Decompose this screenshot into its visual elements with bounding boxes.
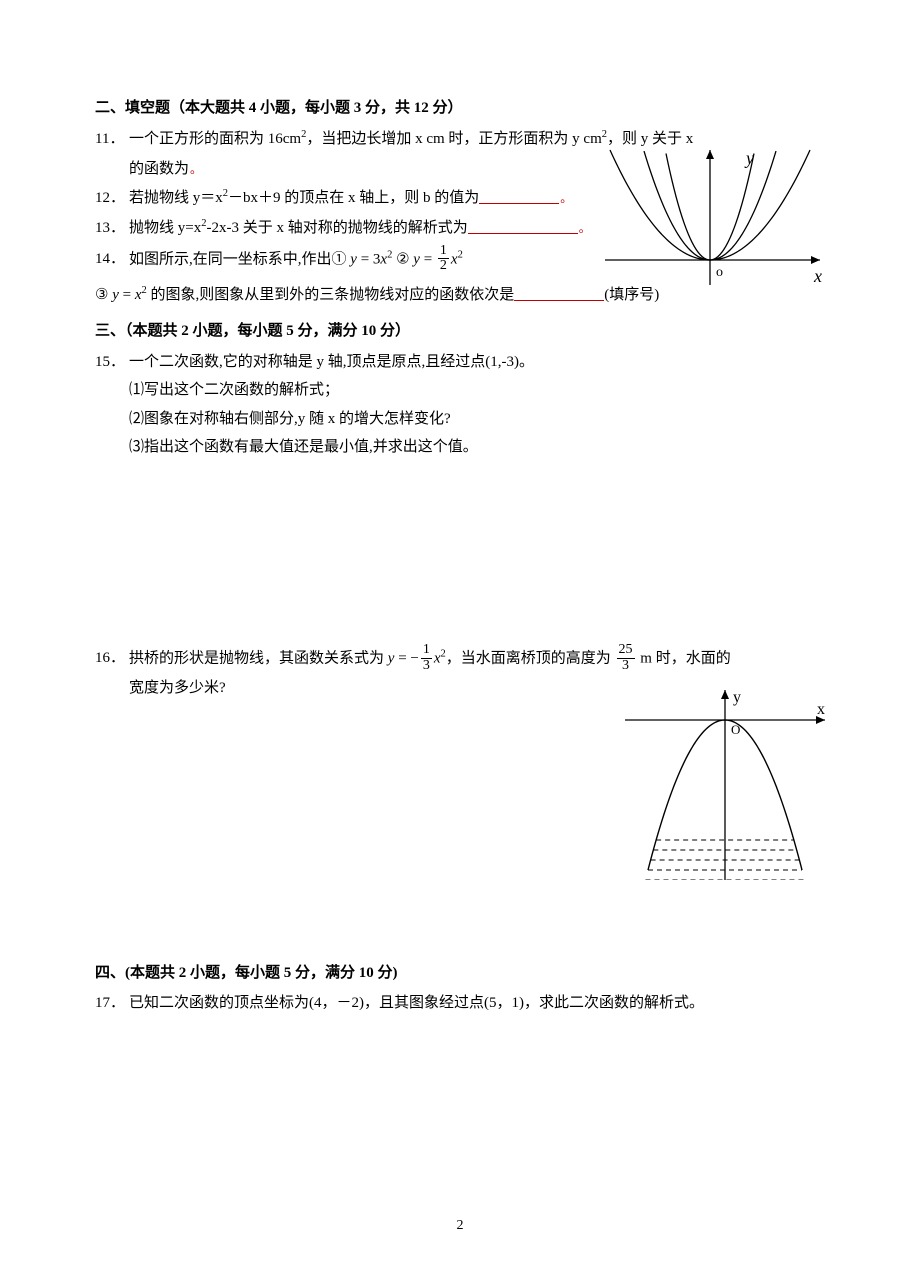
section-4-heading: 四、(本题共 2 小题，每小题 5 分，满分 10 分) xyxy=(95,959,825,988)
section-2-heading: 二、填空题（本大题共 4 小题，每小题 3 分，共 12 分） xyxy=(95,94,825,123)
q16-text-a: 拱桥的形状是抛物线，其函数关系式为 xyxy=(129,651,388,667)
fraction: 12 xyxy=(438,244,449,274)
q14-text-a: 如图所示,在同一坐标系中,作出① xyxy=(129,251,350,267)
q16-text-b: ，当水面离桥顶的高度为 xyxy=(446,651,615,667)
q13-text-b: -2x-3 关于 x 轴对称的抛物线的解析式为 xyxy=(206,220,467,236)
question-body: 一个二次函数,它的对称轴是 y 轴,顶点是原点,且经过点(1,-3)。 ⑴写出这… xyxy=(129,348,825,462)
question-body: 如图所示,在同一坐标系中,作出① y = 3x2 ② y = 12x2 xyxy=(129,245,463,275)
question-body: 若抛物线 y＝x2－bx＋9 的顶点在 x 轴上，则 b 的值为。 xyxy=(129,184,572,213)
q11-line2: 的函数为 xyxy=(129,161,189,177)
denominator: 3 xyxy=(617,658,635,674)
eq: = − xyxy=(394,651,418,667)
eq: = 3 xyxy=(357,251,380,267)
numerator: 1 xyxy=(438,244,449,259)
q12-text-a: 若抛物线 y＝x xyxy=(129,190,223,206)
question-15: 15． 一个二次函数,它的对称轴是 y 轴,顶点是原点,且经过点(1,-3)。 … xyxy=(95,348,825,462)
fill-blank[interactable] xyxy=(468,218,578,234)
svg-text:O: O xyxy=(731,722,740,737)
q13-text-a: 抛物线 y=x xyxy=(129,220,201,236)
question-number: 13． xyxy=(95,214,129,243)
fill-blank[interactable] xyxy=(479,188,559,204)
svg-text:y: y xyxy=(733,689,741,706)
var-x: x xyxy=(451,251,458,267)
q14-line2-a: ③ xyxy=(95,287,112,303)
question-body: 已知二次函数的顶点坐标为(4，－2)，且其图象经过点(5，1)，求此二次函数的解… xyxy=(129,989,825,1018)
var-y: y xyxy=(112,287,119,303)
blank-terminator: 。 xyxy=(560,191,572,205)
svg-text:x: x xyxy=(813,266,822,286)
q14-line2-b: 的图象,则图象从里到外的三条抛物线对应的函数依次是 xyxy=(147,287,515,303)
q15-text: 一个二次函数,它的对称轴是 y 轴,顶点是原点,且经过点(1,-3)。 xyxy=(129,348,825,377)
var-y: y xyxy=(413,251,420,267)
q15-sub3: ⑶指出这个函数有最大值还是最小值,并求出这个值。 xyxy=(129,433,825,462)
question-number: 16． xyxy=(95,644,129,673)
q11-text-b: ，当把边长增加 x cm 时，正方形面积为 y cm xyxy=(306,131,601,147)
squared: 2 xyxy=(458,249,463,260)
figure-parabolas: x y o xyxy=(590,140,840,310)
eq: = xyxy=(119,287,135,303)
var-x: x xyxy=(434,651,441,667)
q12-text-b: －bx＋9 的顶点在 x 轴上，则 b 的值为 xyxy=(228,190,479,206)
fraction: 253 xyxy=(617,643,635,673)
numerator: 1 xyxy=(421,643,432,658)
question-number: 14． xyxy=(95,245,129,274)
question-number: 12． xyxy=(95,184,129,213)
question-number: 15． xyxy=(95,348,129,377)
svg-text:o: o xyxy=(716,265,723,280)
fraction: 13 xyxy=(421,643,432,673)
var-x: x xyxy=(135,287,142,303)
arch-svg: x y O xyxy=(610,680,840,880)
q16-text-c: m 时，水面的 xyxy=(637,651,731,667)
question-17: 17． 已知二次函数的顶点坐标为(4，－2)，且其图象经过点(5，1)，求此二次… xyxy=(95,989,825,1018)
denominator: 2 xyxy=(438,258,449,274)
var-y: y xyxy=(350,251,357,267)
question-body: 抛物线 y=x2-2x-3 关于 x 轴对称的抛物线的解析式为。 xyxy=(129,214,591,243)
page-number: 2 xyxy=(0,1218,920,1234)
q15-sub2: ⑵图象在对称轴右侧部分,y 随 x 的增大怎样变化? xyxy=(129,405,825,434)
figure-arch: x y O xyxy=(610,680,840,880)
workspace-gap xyxy=(95,464,825,644)
svg-text:y: y xyxy=(744,148,754,168)
q15-sub1: ⑴写出这个二次函数的解析式； xyxy=(129,376,825,405)
question-number: 17． xyxy=(95,989,129,1018)
numerator: 25 xyxy=(617,643,635,658)
section-3-heading: 三、（本题共 2 小题，每小题 5 分，满分 10 分） xyxy=(95,317,825,346)
svg-text:x: x xyxy=(817,701,825,718)
q11-text-a: 一个正方形的面积为 16cm xyxy=(129,131,301,147)
denominator: 3 xyxy=(421,658,432,674)
blank-terminator: 。 xyxy=(579,221,591,235)
blank-terminator: 。 xyxy=(190,162,202,176)
question-number: 11． xyxy=(95,125,129,154)
parabolas-svg: x y o xyxy=(590,140,840,310)
eq: = xyxy=(420,251,436,267)
q14-text-b: ② xyxy=(392,251,413,267)
